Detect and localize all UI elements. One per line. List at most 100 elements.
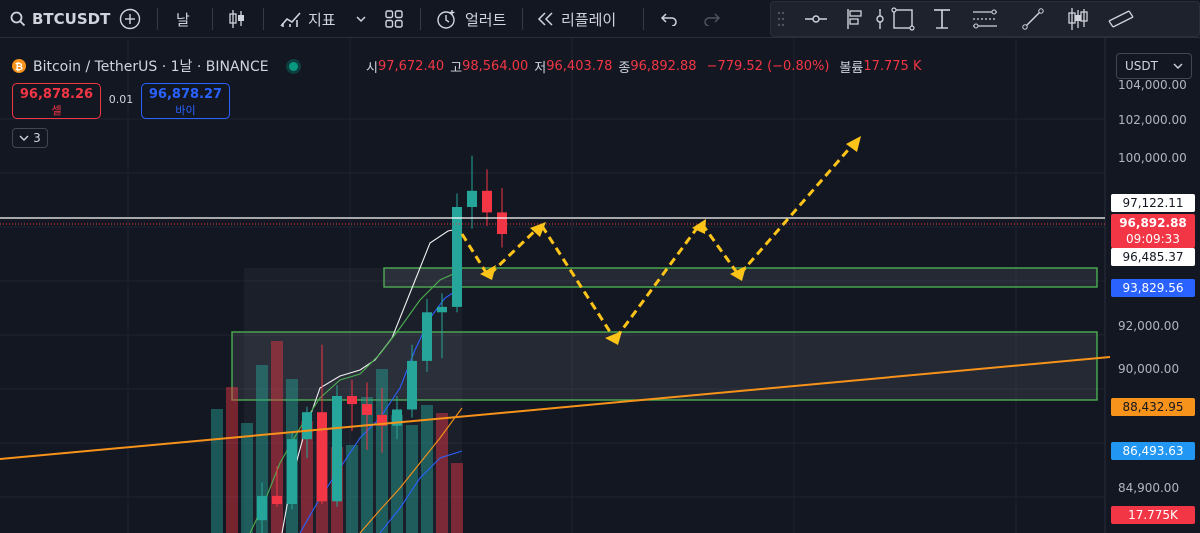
volume-bar	[436, 413, 448, 533]
chevron-down-icon	[1173, 63, 1183, 69]
candle-body	[302, 412, 312, 440]
undo-button[interactable]	[660, 0, 678, 38]
volume-bar	[271, 341, 283, 533]
ohlc-values: 시 97,672.40 고 98,564.00 저 96,403.78 종 96…	[366, 56, 922, 76]
svg-text:₿: ₿	[15, 61, 23, 73]
last-price-tag: 96,892.88 09:09:33	[1111, 214, 1195, 248]
drag-handle-icon[interactable]	[777, 11, 785, 27]
last-price-value: 96,892.88	[1119, 216, 1187, 230]
drawing-toolbar	[770, 1, 1200, 37]
price-chart[interactable]	[0, 38, 1200, 533]
volume-bar	[361, 397, 373, 533]
price-tick: 100,000.00	[1118, 151, 1187, 165]
volume-value: 17.775 K	[863, 58, 922, 74]
currency-label: USDT	[1125, 59, 1158, 73]
redo-button[interactable]	[703, 0, 721, 38]
support-zone-large[interactable]	[231, 331, 1098, 401]
undo-icon	[660, 13, 677, 26]
symbol-title: Bitcoin / TetherUS · 1날 · BINANCE	[33, 59, 269, 75]
replay-icon	[537, 12, 553, 26]
candle-body	[452, 206, 462, 307]
alert-label: 얼러트	[465, 10, 507, 29]
ma-orange-line	[359, 407, 463, 533]
trend-line-icon[interactable]	[1021, 7, 1045, 31]
volume-bar	[301, 421, 313, 533]
currency-select[interactable]: USDT	[1116, 53, 1192, 79]
volume-label: 볼륨	[839, 60, 864, 76]
redo-icon	[704, 13, 721, 26]
buy-button[interactable]: 96,878.27 바이	[141, 83, 230, 119]
indicators-count: 3	[33, 131, 41, 145]
replay-button[interactable]: 리플레이	[537, 0, 616, 38]
high-value: 98,564.00	[462, 58, 529, 74]
candles-tool-icon[interactable]	[1066, 6, 1090, 32]
candle-body	[377, 414, 387, 426]
high-label: 고	[450, 60, 463, 76]
volume-bar	[211, 409, 223, 533]
candle-body	[272, 495, 282, 504]
rectangle-icon[interactable]	[891, 7, 915, 31]
volume-bar	[391, 415, 403, 533]
indicators-collapse-button[interactable]: 3	[12, 128, 48, 148]
horizontal-line-icon[interactable]	[804, 9, 828, 29]
sell-label: 셀	[51, 104, 62, 117]
volume-tag: 17.775K	[1111, 506, 1195, 524]
sell-price: 96,878.26	[19, 87, 94, 102]
chevron-down-icon	[356, 16, 366, 23]
toolbar-divider	[522, 8, 523, 30]
candles	[257, 155, 507, 533]
candle-body	[392, 409, 402, 426]
candle-body	[347, 395, 357, 405]
projection-arrowheads	[480, 136, 861, 345]
price-label-icon[interactable]	[844, 7, 864, 31]
volume-bar	[241, 423, 253, 533]
layout-button[interactable]	[385, 0, 403, 38]
symbol-legend[interactable]: ₿ Bitcoin / TetherUS · 1날 · BINANCE	[12, 56, 298, 76]
symbol-search-button[interactable]: BTCUSDT	[10, 0, 110, 38]
trend-line[interactable]	[0, 356, 1111, 460]
low-label: 저	[534, 60, 547, 76]
indicators-icon	[280, 12, 301, 27]
volume-bars	[211, 341, 463, 533]
vertical-line-icon[interactable]	[873, 7, 887, 31]
open-value: 97,672.40	[377, 58, 445, 74]
indicator-templates-dropdown[interactable]	[355, 0, 367, 38]
toolbar-divider	[212, 8, 213, 30]
price-tick: 92,000.00	[1118, 319, 1180, 333]
search-icon	[10, 11, 26, 27]
market-status-icon	[288, 61, 298, 71]
projection-path[interactable]	[460, 141, 857, 339]
text-tool-icon[interactable]	[931, 7, 953, 31]
price-tick: 102,000.00	[1118, 113, 1187, 127]
candle-body	[332, 395, 342, 502]
volume-bar	[346, 445, 358, 533]
trendline-price-tag: 88,432.95	[1111, 398, 1195, 416]
interval-button[interactable]: 날	[176, 0, 190, 38]
fib-retracement-icon[interactable]	[971, 7, 999, 31]
price-tick: 84,900.00	[1118, 481, 1180, 495]
spread-value: 0.01	[108, 93, 134, 106]
candle-body	[362, 404, 372, 415]
top-toolbar: BTCUSDT 날 지표 얼러트 리플레이	[0, 0, 1200, 38]
toolbar-divider	[643, 8, 644, 30]
sell-button[interactable]: 96,878.26 셀	[12, 83, 101, 119]
bitcoin-icon: ₿	[12, 59, 26, 73]
chevron-down-icon	[19, 135, 29, 141]
indicators-button[interactable]: 지표	[280, 0, 336, 38]
candle-body	[287, 439, 297, 504]
symbol-label: BTCUSDT	[32, 10, 111, 28]
price-tick: 90,000.00	[1118, 362, 1180, 376]
close-label: 종	[618, 60, 631, 76]
close-value: 96,892.88	[630, 58, 697, 74]
chart-type-button[interactable]	[228, 0, 246, 38]
compare-button[interactable]	[119, 0, 141, 38]
candles-icon	[229, 10, 244, 28]
interval-label: 날	[176, 10, 190, 29]
bar-countdown: 09:09:33	[1126, 232, 1180, 246]
replay-label: 리플레이	[561, 10, 617, 29]
ma1-price-tag: 96,485.37	[1111, 248, 1195, 266]
parallel-channel-icon[interactable]	[1107, 7, 1135, 31]
alert-button[interactable]: 얼러트	[435, 0, 506, 38]
candle-body	[422, 312, 432, 361]
candle-body	[317, 412, 327, 502]
